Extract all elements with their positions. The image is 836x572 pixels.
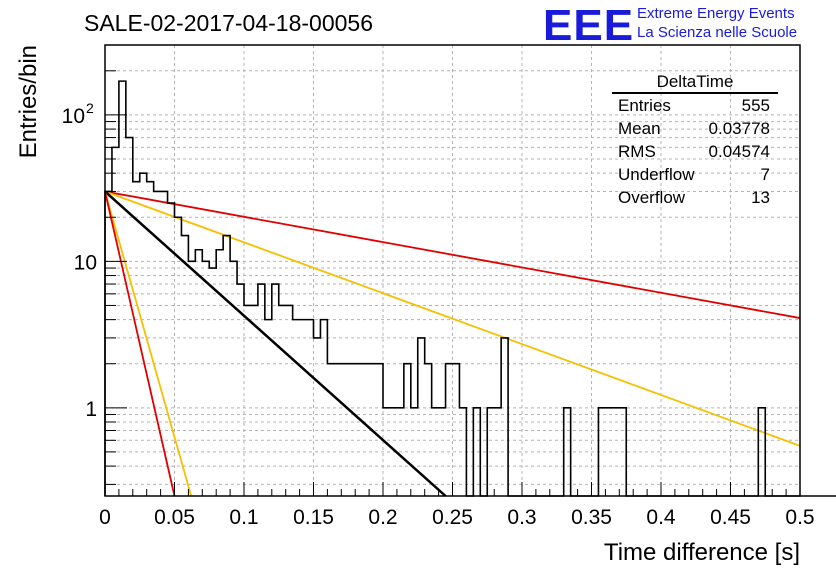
fit-line-1 xyxy=(104,190,801,319)
x-tick-label: 0 xyxy=(99,506,111,529)
y-tick-label: 10 xyxy=(74,251,97,274)
x-tick-label: 0.5 xyxy=(785,506,814,529)
y-axis-label: Entries/bin xyxy=(15,45,42,158)
axes: 0 0.05 0.1 0.15 0.2 0.25 0.3 0.35 0.4 0.45 0.5 1 10 1… xyxy=(62,44,815,529)
x-tick-label: 0.1 xyxy=(229,506,258,529)
y-tick-exponent: 2 xyxy=(86,100,94,116)
eee-logo: EEE xyxy=(543,1,635,50)
fit-line-3 xyxy=(104,190,447,497)
x-tick-label: 0.3 xyxy=(507,506,536,529)
stats-value: 0.03778 xyxy=(708,119,770,138)
chart-title: SALE-02-2017-04-18-00056 xyxy=(84,10,373,36)
organization-line-2: La Scienza nelle Scuole xyxy=(637,24,798,41)
x-tick-label: 0.15 xyxy=(293,506,334,529)
stats-row-mean: Mean 0.03778 xyxy=(612,117,778,140)
y-tick-label: 1 xyxy=(85,398,97,421)
stats-label: Mean xyxy=(618,119,661,138)
stats-label: Underflow xyxy=(618,165,695,184)
fit-line-5 xyxy=(104,191,176,497)
x-tick-label: 0.35 xyxy=(571,506,612,529)
fit-line-2 xyxy=(104,190,801,447)
x-tick-label: 0.05 xyxy=(154,506,195,529)
fit-line-4 xyxy=(104,191,193,497)
stats-name: DeltaTime xyxy=(612,72,778,94)
x-tick-label: 0.25 xyxy=(432,506,473,529)
x-tick-label: 0.2 xyxy=(368,506,397,529)
x-tick-label: 0.45 xyxy=(710,506,751,529)
stats-label: Overflow xyxy=(618,188,686,207)
x-tick-label: 0.4 xyxy=(646,506,676,529)
stats-value: 13 xyxy=(751,188,770,207)
stats-label: Entries xyxy=(618,96,671,115)
stats-row-overflow: Overflow 13 xyxy=(612,186,778,209)
stats-row-entries: Entries 555 xyxy=(612,94,778,117)
stats-value: 0.04574 xyxy=(708,142,770,161)
stats-box: DeltaTime Entries 555 Mean 0.03778 RMS 0.04… xyxy=(612,72,778,209)
stats-row-underflow: Underflow 7 xyxy=(612,163,778,186)
y-tick-label: 10 xyxy=(62,105,85,128)
fit-lines xyxy=(104,190,801,497)
stats-value: 7 xyxy=(760,165,770,184)
stats-value: 555 xyxy=(741,96,770,115)
stats-row-rms: RMS 0.04574 xyxy=(612,140,778,163)
x-axis-label: Time difference [s] xyxy=(604,539,800,566)
stats-label: RMS xyxy=(618,142,656,161)
organization-label: Extreme Energy Events La Scienza nelle S… xyxy=(637,4,797,42)
organization-line-1: Extreme Energy Events xyxy=(637,5,795,22)
